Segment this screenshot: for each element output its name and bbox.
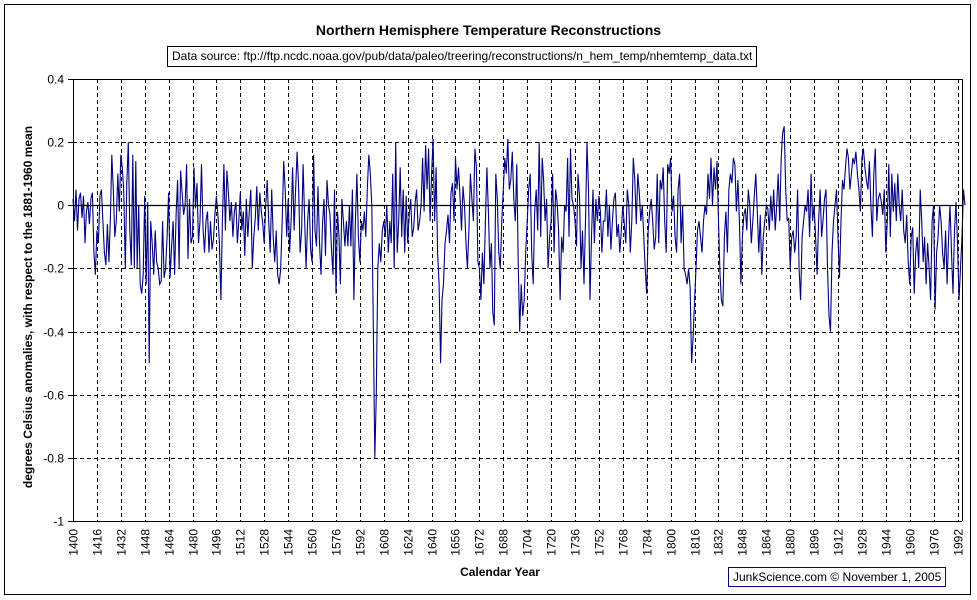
y-axis-title: degrees Celsius anomalies, with respect … (21, 125, 35, 489)
x-tick-label: 1512 (234, 529, 248, 556)
x-tick-label: 1928 (856, 529, 870, 556)
y-tick-label: 0 (57, 199, 64, 213)
chart-title: Northern Hemisphere Temperature Reconstr… (315, 22, 662, 38)
y-tick-label: -0.4 (43, 326, 64, 340)
x-tick-label: 1752 (593, 529, 607, 556)
x-tick-label: 1832 (712, 529, 726, 556)
x-tick-label: 1656 (449, 529, 463, 556)
data-source-label: Data source: ftp://ftp.ncdc.noaa.gov/pub… (167, 46, 758, 67)
x-tick-label: 1816 (689, 529, 703, 556)
credit-label: JunkScience.com © November 1, 2005 (728, 567, 947, 587)
x-tick-label: 1848 (736, 529, 750, 556)
x-tick-label: 1480 (187, 529, 201, 556)
x-tick-label: 1912 (832, 529, 846, 556)
x-tick-label: 1432 (115, 529, 129, 556)
x-tick-label: 1496 (210, 529, 224, 556)
x-tick-label: 1608 (378, 529, 392, 556)
x-axis-title: Calendar Year (460, 565, 540, 579)
y-tick-label: -0.2 (43, 262, 64, 276)
x-tick-label: 1976 (928, 529, 942, 556)
x-tick-label: 1992 (952, 529, 966, 556)
x-tick-label: 1592 (354, 529, 368, 556)
axes (68, 79, 963, 522)
x-tick-label: 1688 (497, 529, 511, 556)
y-tick-label: -1 (53, 515, 64, 529)
y-tick-label: 0.4 (47, 73, 64, 87)
x-tick-label: 1560 (306, 529, 320, 556)
series-line (72, 126, 966, 458)
x-tick-label: 1416 (91, 529, 105, 556)
x-tick-label: 1624 (402, 529, 416, 556)
x-tick-label: 1768 (617, 529, 631, 556)
y-tick-label: -0.8 (43, 452, 64, 466)
x-tick-label: 1800 (665, 529, 679, 556)
x-tick-label: 1672 (473, 529, 487, 556)
chart-frame (4, 4, 971, 595)
x-tick-label: 1400 (67, 529, 81, 556)
series-group (72, 126, 966, 458)
x-tick-label: 1464 (163, 529, 177, 556)
x-tick-label: 1864 (760, 529, 774, 556)
x-tick-label: 1704 (521, 529, 535, 556)
x-gridlines (97, 79, 959, 521)
x-tick-label: 1736 (569, 529, 583, 556)
x-tick-label: 1784 (641, 529, 655, 556)
x-tick-label: 1576 (330, 529, 344, 556)
y-tick-label: 0.2 (47, 136, 64, 150)
x-tick-label: 1720 (545, 529, 559, 556)
x-tick-label: 1960 (904, 529, 918, 556)
x-tick-label: 1528 (258, 529, 272, 556)
x-tick-label: 1944 (880, 529, 894, 556)
x-tick-label: 1896 (808, 529, 822, 556)
x-tick-label: 1544 (282, 529, 296, 556)
x-tick-labels: 1400 1416 1432 1448 1464 1480 1496 1512 1528 1544… (67, 529, 966, 556)
x-tick-label: 1448 (139, 529, 153, 556)
y-tick-label: -0.6 (43, 389, 64, 403)
x-tick-label: 1640 (426, 529, 440, 556)
y-tick-labels: 0.4 0.2 0 -0.2 -0.4 -0.6 -0.8 -1 (43, 73, 64, 529)
x-tick-label: 1880 (784, 529, 798, 556)
